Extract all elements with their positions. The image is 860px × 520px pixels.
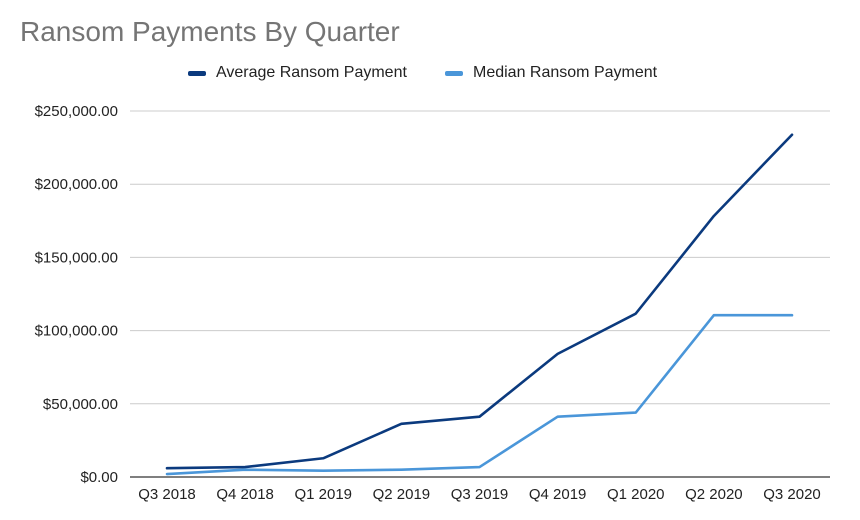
- x-tick-label: Q4 2019: [529, 486, 587, 503]
- x-tick-label: Q1 2019: [294, 486, 352, 503]
- series-line-average: [165, 133, 794, 470]
- legend-label-average: Average Ransom Payment: [216, 64, 407, 81]
- series-line-median: [165, 313, 794, 476]
- x-tick-label: Q1 2020: [607, 486, 665, 503]
- y-tick-label: $50,000.00: [43, 396, 118, 413]
- y-axis-ticks: $0.00 $50,000.00 $100,000.00 $150,000.00 $20…: [35, 103, 118, 486]
- legend-item-median: Median Ransom Payment: [445, 64, 657, 82]
- x-tick-label: Q2 2019: [373, 486, 431, 503]
- x-tick-label: Q2 2020: [685, 486, 743, 503]
- x-tick-label: Q3 2018: [138, 486, 196, 503]
- x-tick-label: Q3 2020: [763, 486, 821, 503]
- x-tick-label: Q4 2018: [216, 486, 274, 503]
- y-tick-label: $100,000.00: [35, 323, 118, 340]
- legend-swatch-median: [445, 70, 463, 76]
- y-tick-label: $200,000.00: [35, 176, 118, 193]
- legend-label-median: Median Ransom Payment: [473, 64, 658, 81]
- chart-title: Ransom Payments By Quarter: [20, 16, 400, 47]
- x-axis-ticks: Q3 2018 Q4 2018 Q1 2019 Q2 2019 Q3 2019 Q4 20…: [138, 486, 821, 503]
- x-tick-label: Q3 2019: [451, 486, 509, 503]
- legend-item-average: Average Ransom Payment: [188, 64, 407, 82]
- legend: Average Ransom Payment Median Ransom Pay…: [0, 64, 860, 92]
- series-lines: [165, 133, 794, 476]
- y-tick-label: $0.00: [80, 469, 118, 486]
- gridlines: [130, 110, 830, 478]
- y-tick-label: $150,000.00: [35, 249, 118, 266]
- y-tick-label: $250,000.00: [35, 103, 118, 120]
- legend-swatch-average: [188, 70, 206, 76]
